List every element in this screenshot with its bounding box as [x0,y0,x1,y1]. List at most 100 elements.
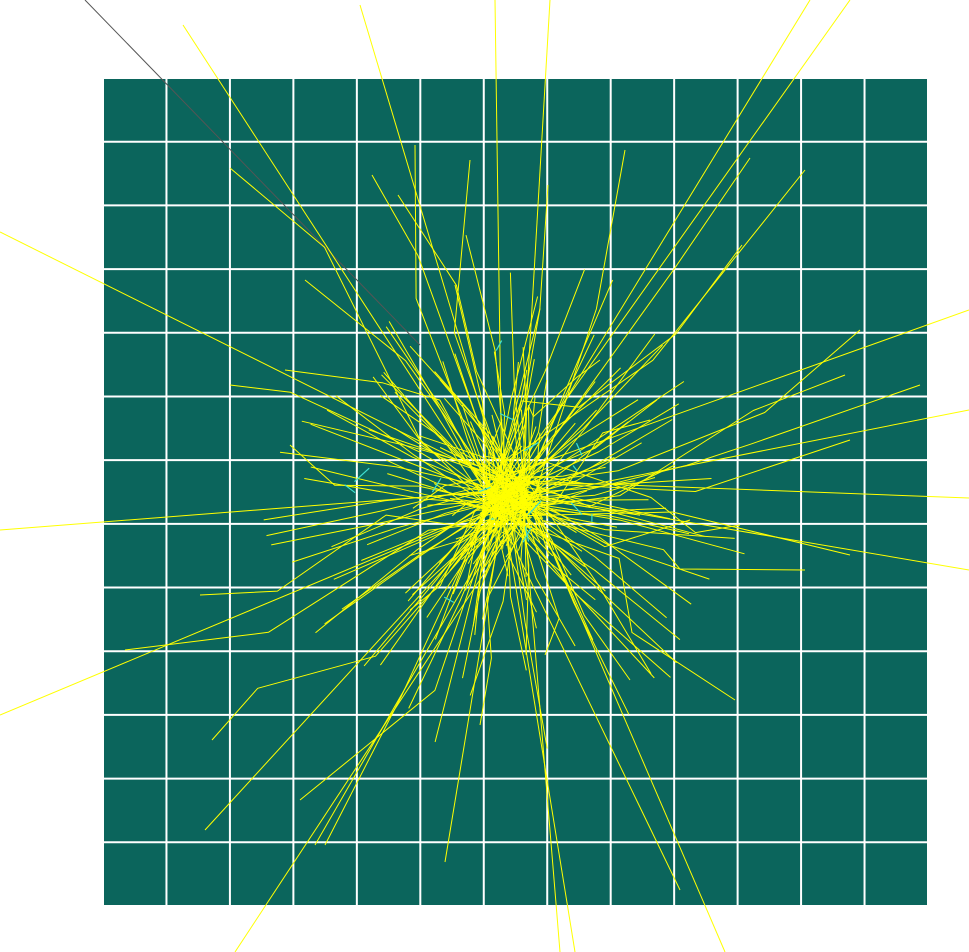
particle-track [508,512,596,601]
particle-track [528,333,656,500]
particle-track [493,501,735,539]
particle-track [491,442,642,507]
secondary-track [575,442,583,456]
particle-track [0,231,528,496]
particle-track [204,478,528,831]
secondary-track [523,441,540,452]
particle-track [493,465,527,493]
secondary-track [344,484,356,494]
particle-track [509,499,677,664]
secondary-track [570,502,583,516]
particle-track [199,514,482,596]
particle-track [507,478,712,485]
particle-track [229,167,504,522]
particle-track [517,494,531,551]
particle-track [524,399,658,478]
particle-track [469,421,525,506]
particle-track [379,394,497,494]
external-line [84,0,421,346]
particle-track [491,414,508,480]
particle-track [301,420,519,478]
particle-track [523,513,561,952]
particle-track [504,493,667,619]
particle-track [414,144,496,504]
particle-track [543,520,806,571]
secondary-track [495,340,503,351]
particle-track [434,371,530,501]
particle-track [490,269,586,487]
particle-track [526,149,626,517]
particle-track [451,495,492,517]
particle-track [299,503,499,801]
secondary-track [354,467,370,483]
particle-track [496,511,851,556]
particle-track [526,491,630,715]
particle-track [519,157,751,486]
particle-track [0,499,514,716]
particle-track [266,483,491,537]
particle-track [211,499,491,741]
particle-track [341,507,496,610]
particle-track [527,507,690,535]
particle-track [504,421,629,513]
particle-track [444,485,508,863]
particle-track [475,421,525,478]
particle-track [519,475,551,491]
particle-track [314,489,521,846]
particle-track [508,508,548,749]
particle-track [465,234,508,481]
particle-track [496,381,685,504]
particle-track [434,483,498,640]
particle-track [493,504,681,891]
particle-track [528,494,969,571]
particle-track [492,513,509,577]
particle-track [509,367,621,491]
particle-track [271,498,491,546]
external-line-layer [84,0,421,346]
particle-track [461,497,502,560]
particle-track [292,498,509,563]
particle-track [505,359,535,479]
particle-track [497,374,846,512]
particle-track [496,369,528,490]
particle-track [479,495,519,514]
particle-track [490,296,539,504]
particle-track [506,0,851,484]
particle-track [419,435,523,486]
particle-track [514,422,576,480]
particle-track [502,480,692,605]
particle-track [519,487,530,655]
particle-track [525,486,671,520]
particle-track [229,384,499,500]
particle-track [487,329,861,491]
particle-track [405,479,517,594]
particle-track [525,432,541,479]
particle-track [522,347,527,502]
particle-track [182,24,502,515]
secondary-track [522,527,532,543]
particle-track [529,479,543,503]
particle-track [529,501,618,528]
particle-track [412,512,523,596]
particle-track [493,351,505,491]
particle-track [505,474,531,547]
particle-track [454,353,502,484]
secondary-track-layer [344,340,593,603]
particle-track [310,423,524,507]
secondary-track [527,500,542,516]
particle-track [372,376,492,497]
particle-track [499,511,512,545]
particle-track [495,505,681,640]
particle-track [279,451,526,497]
secondary-track [431,477,442,493]
particle-track [304,478,527,507]
particle-track [426,504,518,618]
particle-track [315,482,516,634]
particle-track [538,439,851,492]
particle-track [524,334,595,488]
particle-track [388,321,495,509]
particle-track [326,409,510,498]
particle-track [504,470,518,488]
